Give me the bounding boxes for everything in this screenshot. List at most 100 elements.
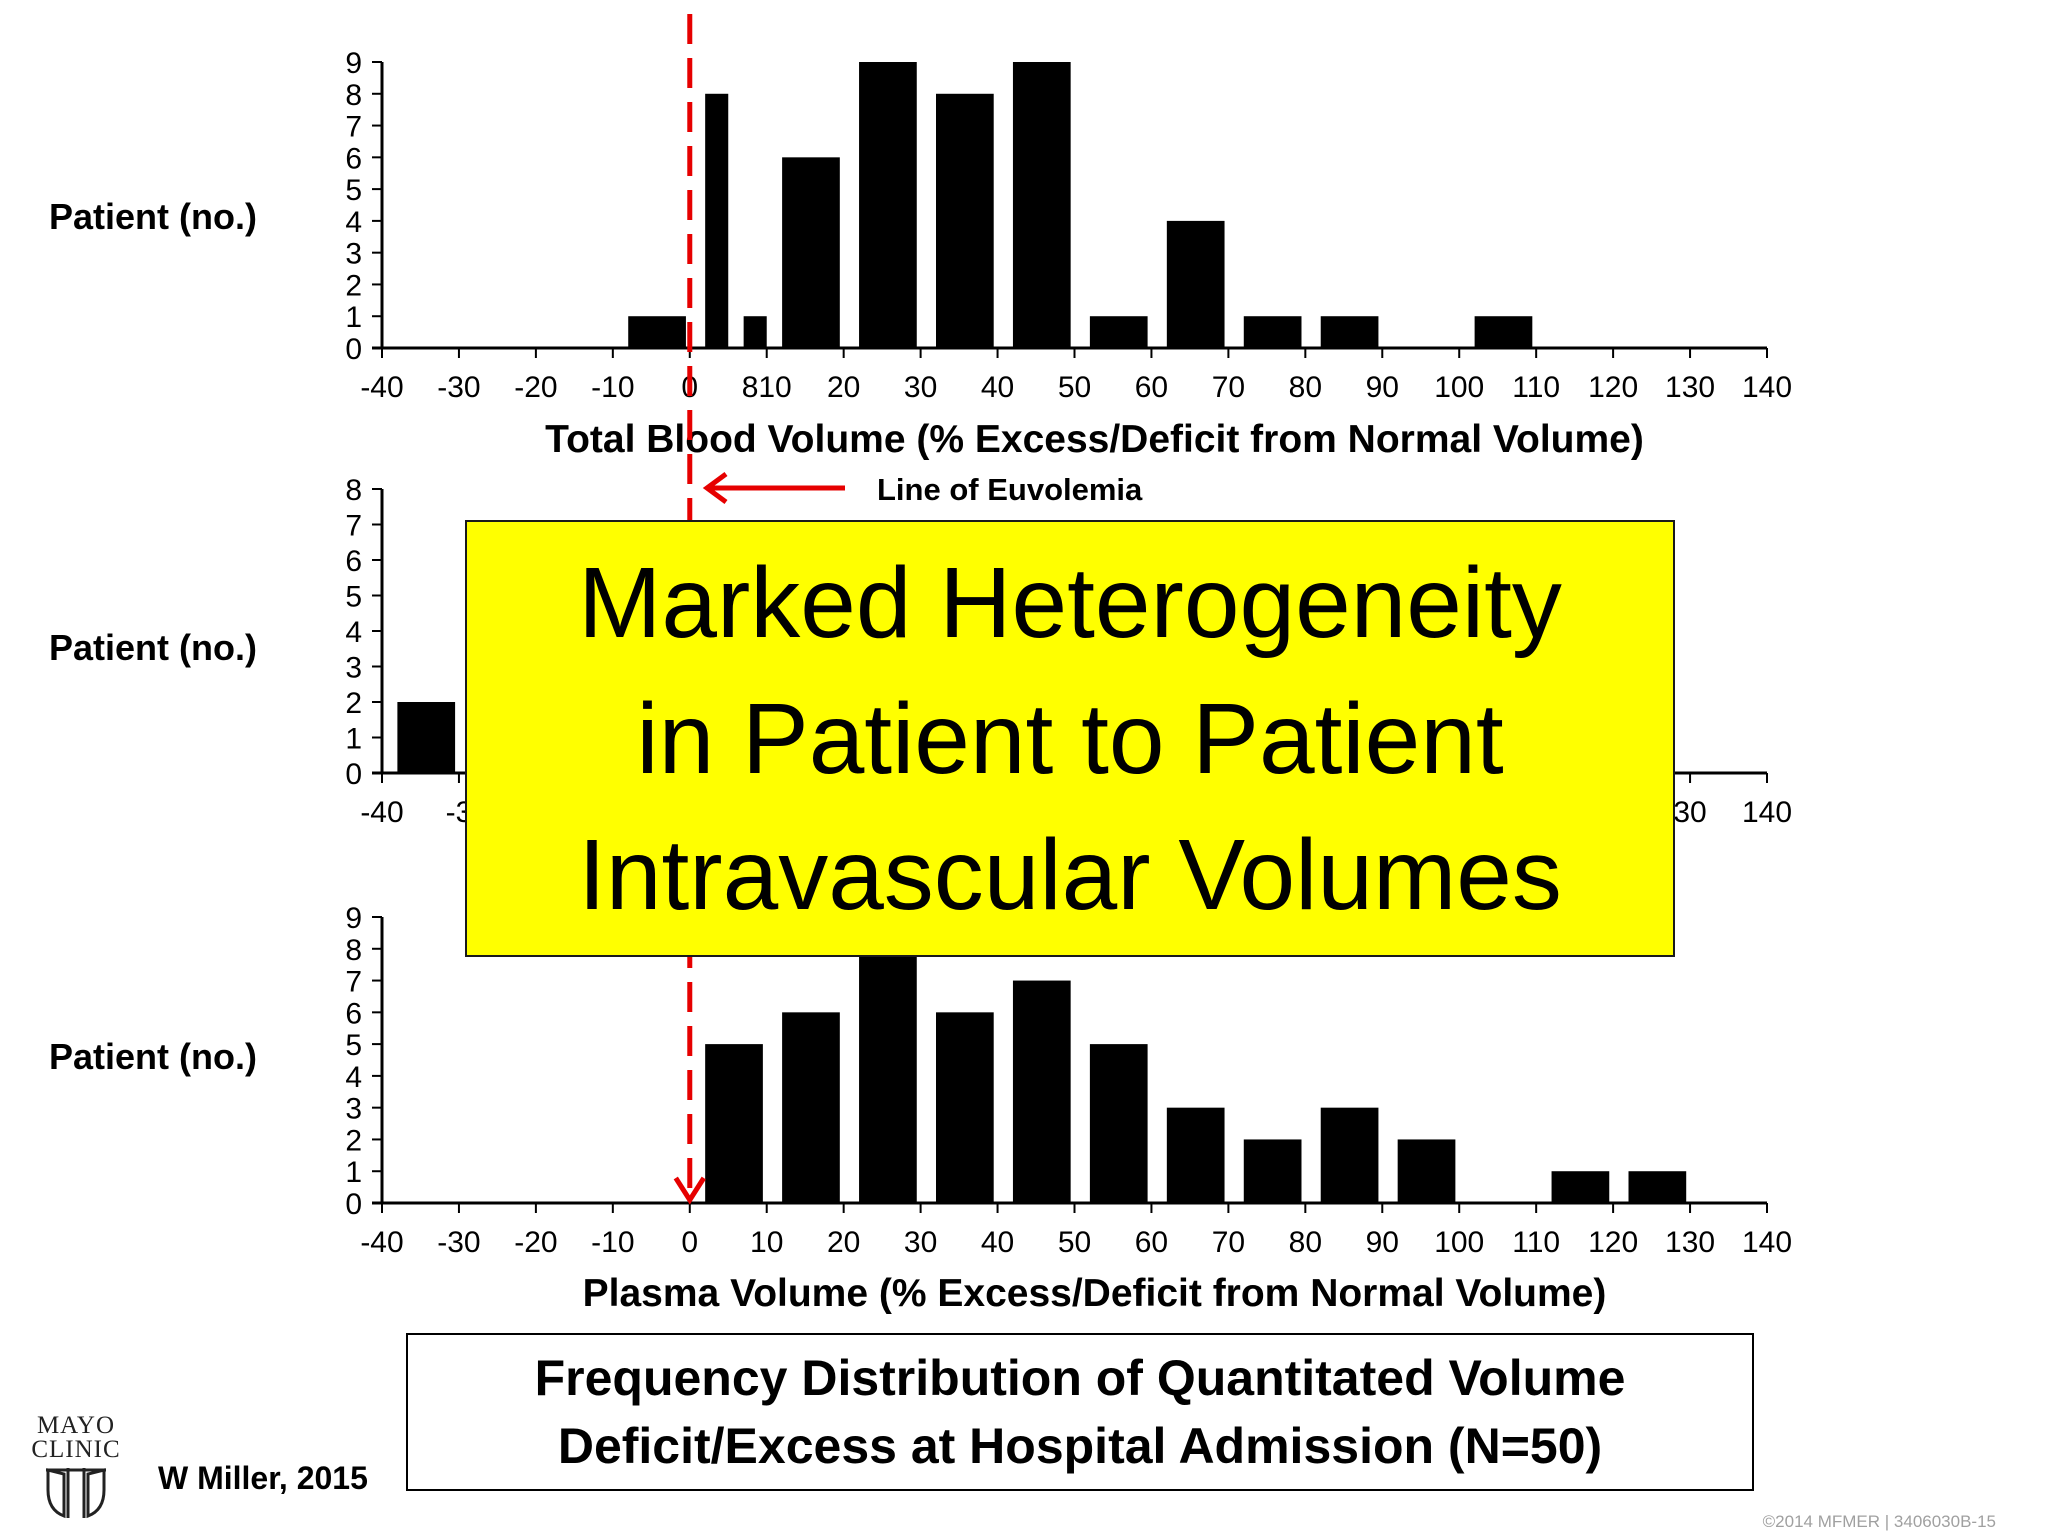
- chart1-ytick-label-9: 9: [345, 47, 362, 80]
- chart3-bar-12: [1628, 1171, 1687, 1203]
- chart3-xlabel: Plasma Volume (% Excess/Deficit from Nor…: [583, 1272, 1607, 1315]
- chart1-xtick-label-15: 110: [1512, 371, 1560, 404]
- chart3-ytick-label-4: 4: [345, 1061, 362, 1094]
- chart3-ytick-label-3: 3: [345, 1093, 362, 1126]
- chart1-ytick-label-1: 1: [345, 301, 362, 334]
- chart1-ytick-label-3: 3: [345, 238, 362, 271]
- chart1-xtick-label-1: -30: [437, 371, 480, 404]
- chart2-ytick-label-1: 1: [345, 723, 362, 756]
- euvolemia-line-end-arrow: [673, 1176, 706, 1205]
- chart3-xtick-label-5: 10: [750, 1226, 783, 1259]
- mayo-clinic-logo: MAYO CLINIC: [26, 1412, 126, 1524]
- chart3-bar-10: [1397, 1139, 1456, 1203]
- logo-line-1: MAYO: [36, 1412, 116, 1439]
- chart3-bar-4: [936, 1012, 994, 1203]
- chart3-ytick-label-1: 1: [345, 1156, 362, 1189]
- chart1-xlabel: Total Blood Volume (% Excess/Deficit fro…: [545, 418, 1644, 461]
- callout-line-3: Intravascular Volumes: [578, 818, 1562, 931]
- chart3-xtick-label-13: 90: [1366, 1226, 1399, 1259]
- chart1-bar-7: [1012, 62, 1071, 348]
- chart1-bar-9: [1166, 220, 1225, 348]
- chart1-ylabel: Patient (no.): [49, 196, 257, 237]
- chart1-bar-11: [1320, 316, 1379, 348]
- chart1-ytick-label-7: 7: [345, 111, 362, 144]
- chart3-xtick-label-16: 120: [1588, 1226, 1638, 1259]
- caption-line-1: Frequency Distribution of Quantitated Vo…: [534, 1350, 1626, 1406]
- chart1-xtick-label-8: 40: [981, 371, 1014, 404]
- chart3-ytick-label-9: 9: [345, 902, 362, 935]
- chart3-bar-9: [1320, 1107, 1379, 1203]
- chart1-xtick-label-13: 90: [1366, 371, 1399, 404]
- chart3-bar-3: [859, 948, 917, 1203]
- chart1-bar-10: [1243, 316, 1302, 348]
- figure-caption: Frequency Distribution of Quantitated Vo…: [406, 1333, 1754, 1491]
- chart1-xtick-label-3: -10: [591, 371, 634, 404]
- chart3-xtick-label-15: 110: [1512, 1226, 1560, 1259]
- chart2-ytick-label-6: 6: [345, 545, 362, 578]
- citation: W Miller, 2015: [158, 1460, 368, 1496]
- chart3-bar-8: [1243, 1139, 1302, 1203]
- logo-line-2: CLINIC: [31, 1436, 121, 1463]
- chart1-xtick-label-2: -20: [514, 371, 557, 404]
- chart3-xtick-label-0: -40: [360, 1226, 403, 1259]
- chart1-xtick-label-14: 100: [1434, 371, 1484, 404]
- chart3-ylabel: Patient (no.): [49, 1036, 257, 1077]
- chart3-xtick-label-17: 130: [1665, 1226, 1715, 1259]
- callout-line-2: in Patient to Patient: [636, 682, 1504, 795]
- chart1-xtick-label-16: 120: [1588, 371, 1638, 404]
- chart1-xtick-label-6: 20: [827, 371, 860, 404]
- chart1-xtick-label-10: 60: [1135, 371, 1168, 404]
- callout-line-1: Marked Heterogeneity: [578, 546, 1562, 659]
- chart1-bar-6: [936, 93, 994, 349]
- chart3-xtick-label-6: 20: [827, 1226, 860, 1259]
- euvolemia-pointer-arrowhead: [702, 471, 728, 505]
- chart3-xtick-label-4: 0: [681, 1226, 698, 1259]
- chart1-bar-12: [1474, 316, 1533, 348]
- chart1-xtick-label-17: 130: [1665, 371, 1715, 404]
- chart3-xtick-label-12: 80: [1289, 1226, 1322, 1259]
- chart1-bar-1: [628, 316, 686, 348]
- chart3-ytick-label-5: 5: [345, 1029, 362, 1062]
- chart2-ytick-label-5: 5: [345, 581, 362, 614]
- chart3-xtick-label-8: 40: [981, 1226, 1014, 1259]
- chart2-ytick-label-0: 0: [345, 758, 362, 791]
- chart1-xtick-label-18: 140: [1742, 371, 1792, 404]
- chart3-ytick-label-0: 0: [345, 1188, 362, 1221]
- chart3-bar-1: [705, 1044, 763, 1203]
- chart1-ytick-label-4: 4: [345, 206, 362, 239]
- chart1-xtick-label-12: 80: [1289, 371, 1322, 404]
- heterogeneity-callout: Marked Heterogeneity in Patient to Patie…: [465, 520, 1675, 957]
- chart1-xtick-label-9: 50: [1058, 371, 1091, 404]
- chart3-xtick-label-11: 70: [1212, 1226, 1245, 1259]
- chart3-bar-6: [1089, 1044, 1148, 1203]
- chart1-ytick-label-2: 2: [345, 269, 362, 302]
- chart1-bar-3: [743, 316, 767, 348]
- chart3-bar-2: [782, 1012, 840, 1203]
- chart3-ytick-label-8: 8: [345, 934, 362, 967]
- chart3-bar-7: [1166, 1107, 1225, 1203]
- chart1-ytick-label-6: 6: [345, 142, 362, 175]
- chart3-xtick-label-18: 140: [1742, 1226, 1792, 1259]
- chart2-ytick-label-8: 8: [345, 474, 362, 507]
- chart1-xtick-label-5: 810: [742, 371, 792, 404]
- chart1-bar-4: [782, 157, 840, 348]
- mayo-shield-icon: [46, 1468, 106, 1519]
- chart1-bar-5: [859, 62, 917, 348]
- chart2-xtick-label-3: 140: [1742, 796, 1792, 829]
- chart2-bar-1: [397, 702, 456, 773]
- chart3-xtick-label-9: 50: [1058, 1226, 1091, 1259]
- chart3-ytick-label-6: 6: [345, 997, 362, 1030]
- chart2-ytick-label-7: 7: [345, 510, 362, 543]
- chart2-ylabel: Patient (no.): [49, 627, 257, 668]
- chart3-ytick-label-7: 7: [345, 966, 362, 999]
- chart3-xtick-label-7: 30: [904, 1226, 937, 1259]
- chart2-xtick-label-0: -40: [360, 796, 403, 829]
- chart3-xtick-label-14: 100: [1434, 1226, 1484, 1259]
- chart3-bar-11: [1551, 1171, 1610, 1203]
- chart3-xtick-label-10: 60: [1135, 1226, 1168, 1259]
- chart2-ytick-label-2: 2: [345, 687, 362, 720]
- chart2-xtick-label-2: 30: [1673, 796, 1706, 829]
- chart1-ytick-label-0: 0: [345, 333, 362, 366]
- chart1-xtick-label-11: 70: [1212, 371, 1245, 404]
